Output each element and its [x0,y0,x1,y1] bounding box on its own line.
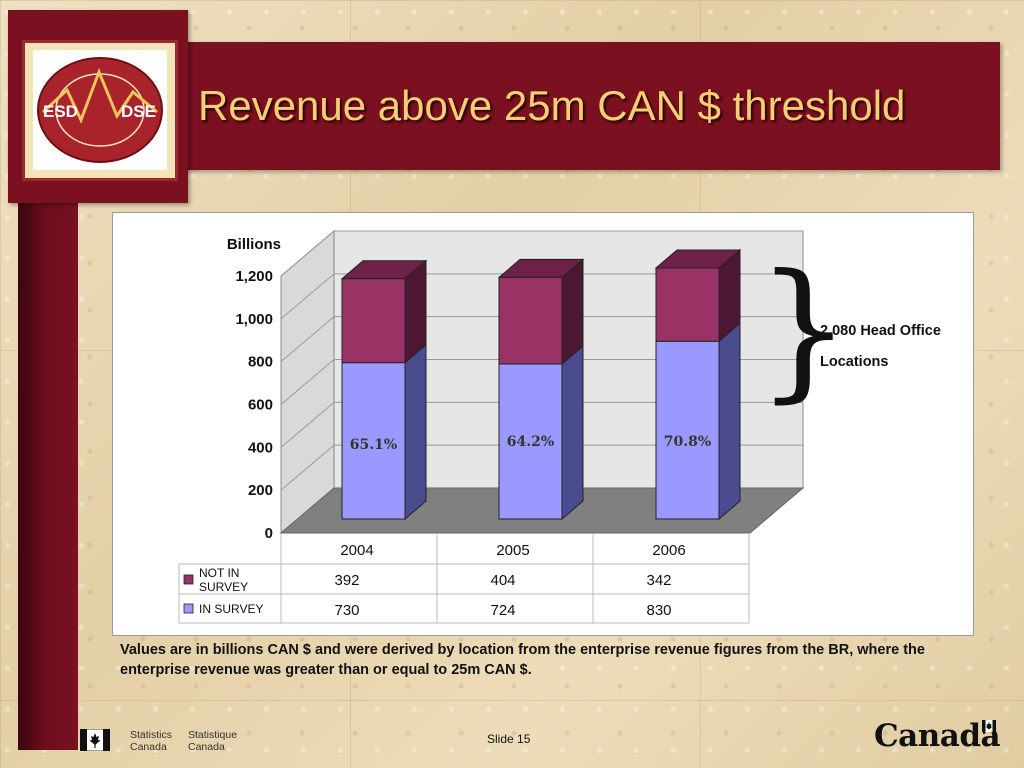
bar-side-in-survey [404,343,427,521]
stat-fr-line1: Statistique [188,729,238,741]
gridline-side [280,401,335,448]
gridline-side [280,316,335,363]
brace-icon: } [756,243,852,417]
statistics-canada-signature: Statistics Canada Statistique Canada [80,726,240,753]
gridline-side [280,359,335,405]
x-category-label: 2005 [496,542,529,559]
gridline-side [280,444,335,491]
logo-frame: ESD DSE [8,10,188,203]
percent-label: 64.2% [507,434,554,450]
table-cell-in-survey: 724 [490,602,515,619]
statistique-canada-fr: Statistique Canada [188,729,237,753]
table-cell-not-in-survey: 404 [490,572,515,589]
head-office-annotation: 2,080 Head Office Locations [820,316,970,378]
annotation-line-2: Locations [820,354,889,370]
bar-in-survey-2006 [655,340,720,520]
gridline-side [280,230,335,277]
logo-inner-frame: ESD DSE [22,40,178,181]
legend-label-in-survey: IN SURVEY [199,602,263,616]
y-tick-label: 1,200 [235,268,273,285]
statistics-canada-en: Statistics Canada [130,729,172,753]
wordmark-flag-icon [982,720,996,732]
percent-label: 65.1% [350,437,397,453]
slide-title: Revenue above 25m CAN $ threshold [198,82,906,129]
bar-in-survey-2005 [498,363,563,520]
footnote: Values are in billions CAN $ and were de… [120,642,925,678]
canada-wordmark: Canada [874,718,1001,754]
table-cell-in-survey: 730 [334,602,359,619]
y-tick-label: 0 [265,525,273,542]
bar-not-in-survey-2006 [655,267,720,342]
logo-text-right: DSE [121,102,156,121]
legend-swatch-in-survey [183,603,194,614]
chart-container: 0 200 400 600 800 1,000 1,200 Billions 65.1% 64.2… [112,212,974,636]
y-tick-label: 600 [248,397,273,414]
y-tick-label: 1,000 [235,311,273,328]
y-tick-label: 800 [248,354,273,371]
legend-label-not-in-survey-2: SURVEY [199,580,248,594]
canada-flag-icon [80,729,110,751]
percent-label: 70.8% [664,434,711,450]
legend-swatch-not-in-survey [183,574,194,585]
logo-text-left: ESD [43,102,78,121]
y-axis-label: Billions [227,236,281,253]
left-accent-bar [18,200,78,750]
table-cell-not-in-survey: 342 [646,572,671,589]
x-category-label: 2004 [340,542,373,559]
x-category-label: 2006 [652,542,685,559]
y-tick-label: 200 [248,482,273,499]
stat-en-line2: Canada [130,741,167,753]
bar-side-in-survey [561,344,584,521]
canada-wordmark-text: Canada [874,718,1001,754]
y-tick-label: 400 [248,439,273,456]
stacked-bar-chart: 0 200 400 600 800 1,000 1,200 Billions 65.1% 64.2… [178,229,805,624]
annotation-line-1: 2,080 Head Office [820,323,941,339]
stat-en-line1: Statistics [130,729,173,741]
slide-number: Slide 15 [487,732,531,746]
bar-not-in-survey-2005 [498,276,563,365]
stat-fr-line2: Canada [188,741,225,753]
esd-dse-logo: ESD DSE [37,57,163,163]
gridline-side [280,273,335,320]
bar-not-in-survey-2004 [341,278,406,364]
logo-background: ESD DSE [33,50,167,170]
table-cell-not-in-survey: 392 [334,572,359,589]
bar-side-in-survey [718,322,741,521]
table-cell-in-survey: 830 [646,602,671,619]
legend-label-not-in-survey-1: NOT IN [199,566,239,580]
